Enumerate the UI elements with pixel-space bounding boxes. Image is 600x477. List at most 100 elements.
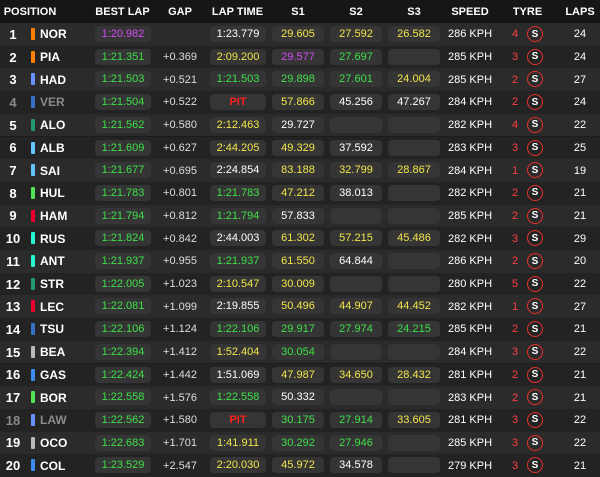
timing-value: 28.867 — [397, 164, 431, 177]
gap: +0.695 — [163, 164, 197, 177]
tyre-compound: S — [527, 184, 543, 201]
timing-value: 1:21.783 — [101, 186, 145, 199]
tyre-age: 4 — [511, 119, 519, 132]
timing-cell: 1:22.005 — [95, 275, 151, 292]
speed: 286 KPH — [447, 255, 493, 268]
tyre-compound: S — [527, 116, 543, 133]
header-cell: SPEED — [451, 5, 489, 18]
timing-value: 1:21.677 — [101, 164, 145, 177]
speed: 283 KPH — [447, 391, 493, 404]
position: 14 — [5, 321, 21, 337]
position: 19 — [5, 435, 21, 451]
gap: +1.442 — [163, 368, 197, 381]
timing-cell: 44.907 — [330, 298, 382, 315]
timing-value: 1:22.562 — [101, 413, 145, 426]
driver-code: NOR — [40, 27, 67, 42]
timing-value: 1:21.824 — [101, 232, 145, 245]
gap: +0.580 — [163, 119, 197, 132]
position: 11 — [6, 253, 20, 269]
timing-value: 2:09.200 — [216, 50, 260, 63]
tyre-age: 2 — [511, 323, 519, 336]
timing-value: 34.578 — [339, 459, 373, 472]
laps: 24 — [573, 28, 587, 41]
timing-cell: 30.009 — [272, 275, 324, 292]
tyre-age: 2 — [511, 73, 519, 86]
timing-value: 29.577 — [281, 50, 315, 63]
timing-cell: 30.292 — [272, 434, 324, 451]
timing-cell: 1:21.783 — [95, 184, 151, 201]
timing-cell: 47.267 — [388, 94, 440, 111]
tyre-compound: S — [527, 139, 543, 156]
timing-cell: 30.054 — [272, 343, 324, 360]
gap: +0.801 — [163, 187, 197, 200]
gap: +0.522 — [163, 96, 197, 109]
timing-cell: 1:21.677 — [95, 162, 151, 179]
gap: +0.812 — [163, 209, 197, 222]
laps: 22 — [573, 278, 587, 291]
timing-value: 27.946 — [339, 436, 373, 449]
driver-code: GAS — [40, 367, 67, 382]
timing-cell: PIT — [210, 94, 266, 111]
team-color — [31, 96, 35, 109]
position: 18 — [5, 412, 21, 428]
timing-value: 2:12.463 — [216, 118, 260, 131]
timing-value: 1:23.529 — [101, 459, 145, 472]
team-color — [31, 73, 35, 86]
driver-code: ANT — [40, 254, 65, 269]
timing-value: 30.292 — [281, 436, 315, 449]
tyre-compound: S — [527, 230, 543, 247]
timing-cell: 27.697 — [330, 48, 382, 65]
team-color — [31, 232, 35, 245]
driver-code: HUL — [40, 186, 65, 201]
timing-value: 83.188 — [281, 164, 315, 177]
gap: +1.701 — [163, 436, 197, 449]
gap: +0.842 — [163, 232, 197, 245]
driver-code: VER — [40, 95, 65, 110]
laps: 24 — [573, 96, 587, 109]
timing-cell: 32.799 — [330, 162, 382, 179]
position: 5 — [9, 117, 17, 133]
timing-value: PIT — [229, 96, 247, 109]
driver-row: 15 BEA 1:22.394 +1.412 1:52.404 30.054 284 KPH… — [0, 340, 600, 364]
timing-value: 47.212 — [281, 186, 315, 199]
gap: +0.627 — [163, 141, 197, 154]
timing-cell: 27.601 — [330, 71, 382, 88]
gap: +0.955 — [163, 255, 197, 268]
position: 17 — [5, 390, 21, 406]
timing-cell: 49.329 — [272, 139, 324, 156]
timing-cell: 2:44.205 — [210, 139, 266, 156]
timing-value: 1:21.351 — [101, 50, 145, 63]
timing-cell: 27.974 — [330, 321, 382, 338]
timing-cell: 34.578 — [330, 457, 382, 474]
team-color — [31, 436, 35, 449]
timing-value: 2:19.855 — [216, 300, 260, 313]
timing-cell: 1:21.824 — [95, 230, 151, 247]
speed: 282 KPH — [447, 300, 493, 313]
position: 1 — [9, 26, 17, 42]
team-color — [31, 50, 35, 63]
team-color — [31, 118, 35, 131]
gap: +1.099 — [163, 300, 197, 313]
timing-cell: 61.550 — [272, 253, 324, 269]
team-color — [31, 141, 35, 154]
gap: +0.521 — [163, 73, 197, 86]
timing-cell — [388, 48, 440, 65]
timing-value: 1:21.783 — [216, 186, 260, 199]
speed: 284 KPH — [447, 164, 493, 177]
timing-cell: 1:21.503 — [95, 71, 151, 88]
tyre-age: 1 — [511, 300, 519, 313]
tyre-age: 1 — [511, 164, 519, 177]
timing-value: 30.054 — [281, 345, 315, 358]
laps: 22 — [573, 436, 587, 449]
team-color — [31, 186, 35, 199]
speed: 284 KPH — [447, 96, 493, 109]
timing-value: 27.914 — [339, 413, 373, 426]
timing-cell — [388, 389, 440, 406]
position: 3 — [9, 72, 17, 88]
timing-cell: 1:22.562 — [95, 411, 151, 428]
gap: +0.369 — [163, 51, 197, 64]
position: 4 — [9, 94, 17, 110]
driver-row: 9 HAM 1:21.794 +0.812 1:21.794 57.833 285 KPH 2… — [0, 204, 600, 228]
tyre-compound: S — [527, 207, 543, 224]
timing-cell: 29.577 — [272, 48, 324, 65]
